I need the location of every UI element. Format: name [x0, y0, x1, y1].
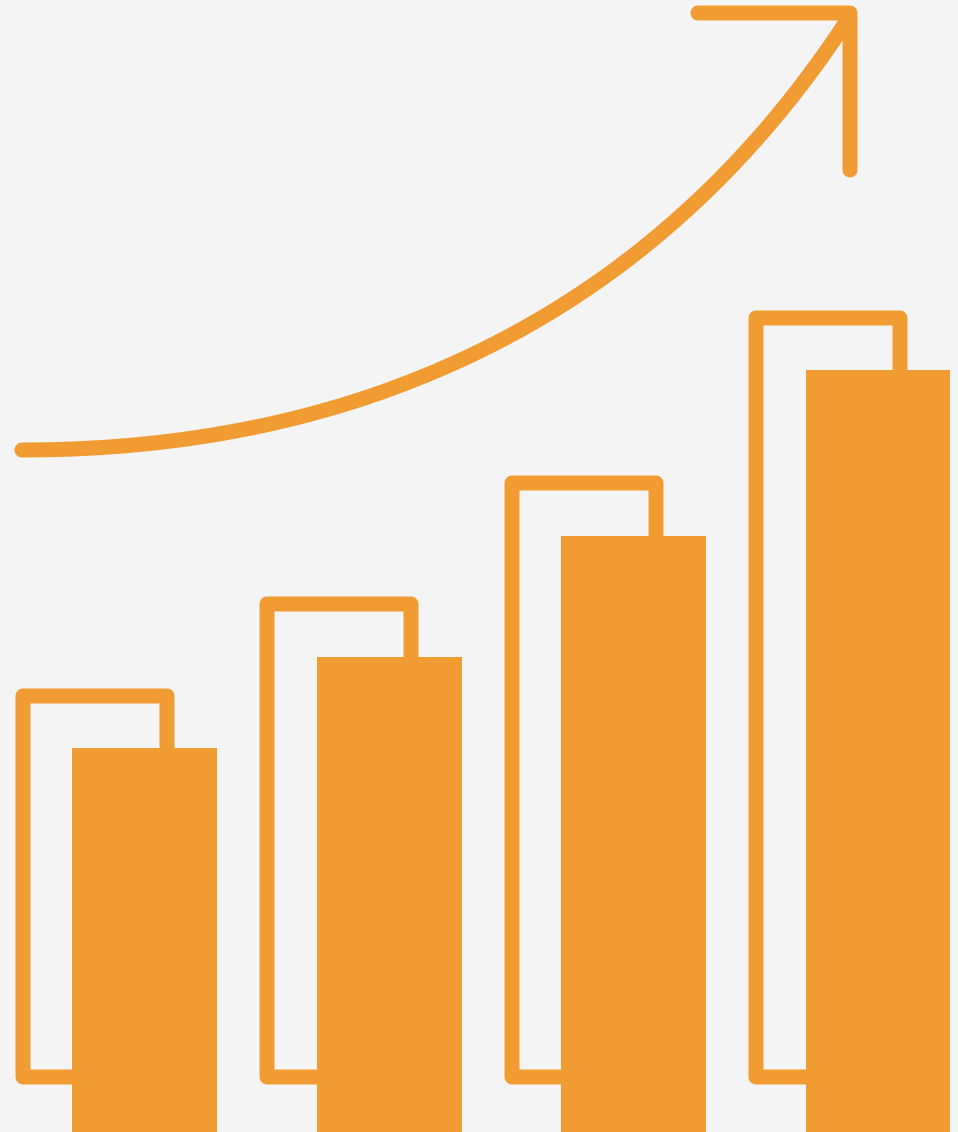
bar-3-fill: [561, 536, 706, 1132]
bar-4-fill: [806, 370, 950, 1132]
bar-3-outline: [504, 475, 664, 1085]
trend-arrow-head: [690, 5, 858, 178]
bar-1-outline: [15, 688, 175, 1085]
bar-2-fill: [317, 657, 462, 1132]
trend-arrow-curve: [14, 8, 858, 458]
bar-2-outline: [259, 596, 419, 1085]
bar-4-outline: [748, 310, 908, 1085]
bar-1-fill: [72, 748, 217, 1132]
